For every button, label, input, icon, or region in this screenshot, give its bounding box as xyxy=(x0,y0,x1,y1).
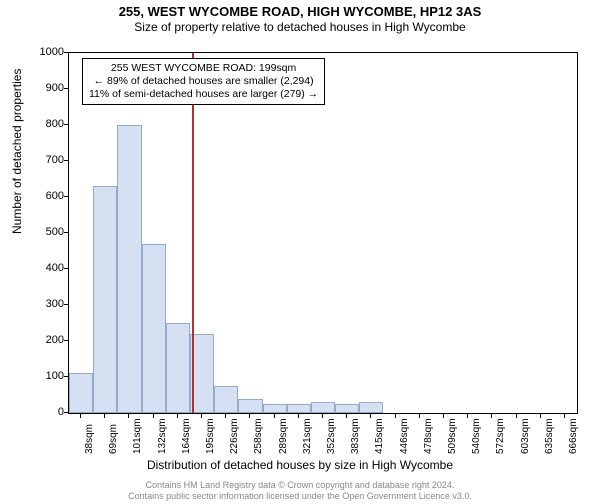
y-tick-label: 300 xyxy=(34,298,64,310)
x-tick-label: 352sqm xyxy=(326,418,337,454)
x-tick-label: 226sqm xyxy=(229,418,240,454)
y-tick-label: 200 xyxy=(34,334,64,346)
y-tick-label: 600 xyxy=(34,190,64,202)
x-tick-label: 635sqm xyxy=(544,418,555,454)
x-tick-mark xyxy=(298,414,299,418)
page-title: 255, WEST WYCOMBE ROAD, HIGH WYCOMBE, HP… xyxy=(0,4,600,19)
x-tick-label: 69sqm xyxy=(108,424,119,454)
histogram-bar xyxy=(142,244,166,413)
y-tick-label: 100 xyxy=(34,370,64,382)
x-tick-mark xyxy=(467,414,468,418)
y-axis-label: Number of detached properties xyxy=(10,69,24,234)
x-tick-label: 415sqm xyxy=(374,418,385,454)
x-tick-label: 572sqm xyxy=(495,418,506,454)
y-tick-label: 800 xyxy=(34,118,64,130)
x-tick-label: 132sqm xyxy=(157,418,168,454)
histogram-bar xyxy=(117,125,141,413)
y-tick-label: 700 xyxy=(34,154,64,166)
y-tick-mark xyxy=(64,52,68,53)
x-tick-mark xyxy=(201,414,202,418)
x-tick-label: 101sqm xyxy=(132,418,143,454)
x-tick-mark xyxy=(104,414,105,418)
annotation-box: 255 WEST WYCOMBE ROAD: 199sqm← 89% of de… xyxy=(82,58,325,105)
x-tick-label: 603sqm xyxy=(520,418,531,454)
histogram-bar xyxy=(214,386,238,413)
x-tick-mark xyxy=(274,414,275,418)
x-tick-label: 383sqm xyxy=(350,418,361,454)
x-tick-mark xyxy=(443,414,444,418)
histogram-bar xyxy=(311,402,335,413)
x-axis-label: Distribution of detached houses by size … xyxy=(0,458,600,472)
x-tick-label: 289sqm xyxy=(278,418,289,454)
y-tick-mark xyxy=(64,88,68,89)
y-tick-label: 900 xyxy=(34,82,64,94)
x-tick-label: 446sqm xyxy=(399,418,410,454)
x-tick-mark xyxy=(419,414,420,418)
x-tick-mark xyxy=(564,414,565,418)
chart-plot-area xyxy=(68,52,578,414)
x-tick-label: 509sqm xyxy=(447,418,458,454)
x-tick-mark xyxy=(491,414,492,418)
histogram-bar xyxy=(69,373,93,413)
x-tick-mark xyxy=(346,414,347,418)
histogram-bar xyxy=(287,404,311,413)
annotation-line-2: ← 89% of detached houses are smaller (2,… xyxy=(94,75,314,87)
x-tick-mark xyxy=(370,414,371,418)
histogram-bar xyxy=(166,323,190,413)
histogram-bar xyxy=(93,186,117,413)
y-tick-mark xyxy=(64,196,68,197)
x-tick-mark xyxy=(177,414,178,418)
x-tick-mark xyxy=(540,414,541,418)
x-tick-mark xyxy=(80,414,81,418)
x-tick-label: 195sqm xyxy=(205,418,216,454)
y-tick-mark xyxy=(64,376,68,377)
y-tick-label: 500 xyxy=(34,226,64,238)
y-tick-mark xyxy=(64,304,68,305)
x-tick-mark xyxy=(225,414,226,418)
y-tick-mark xyxy=(64,160,68,161)
x-tick-mark xyxy=(516,414,517,418)
annotation-line-3: 11% of semi-detached houses are larger (… xyxy=(89,88,318,100)
y-tick-mark xyxy=(64,124,68,125)
y-tick-label: 400 xyxy=(34,262,64,274)
x-tick-mark xyxy=(322,414,323,418)
x-tick-mark xyxy=(395,414,396,418)
y-tick-mark xyxy=(64,412,68,413)
x-tick-label: 666sqm xyxy=(568,418,579,454)
x-tick-label: 478sqm xyxy=(423,418,434,454)
y-tick-mark xyxy=(64,340,68,341)
y-tick-label: 1000 xyxy=(34,46,64,58)
x-tick-mark xyxy=(249,414,250,418)
x-tick-label: 321sqm xyxy=(302,418,313,454)
histogram-bar xyxy=(335,404,359,413)
x-tick-mark xyxy=(128,414,129,418)
x-tick-label: 540sqm xyxy=(471,418,482,454)
x-tick-label: 258sqm xyxy=(253,418,264,454)
x-tick-label: 164sqm xyxy=(181,418,192,454)
histogram-bar xyxy=(359,402,383,413)
histogram-bar xyxy=(238,399,262,413)
attribution-footer: Contains HM Land Registry data © Crown c… xyxy=(0,480,600,502)
y-tick-label: 0 xyxy=(34,406,64,418)
property-marker-line xyxy=(192,53,194,413)
page-subtitle: Size of property relative to detached ho… xyxy=(0,20,600,34)
x-tick-label: 38sqm xyxy=(84,424,95,454)
y-tick-mark xyxy=(64,232,68,233)
y-tick-mark xyxy=(64,268,68,269)
x-tick-mark xyxy=(153,414,154,418)
histogram-bar xyxy=(263,404,287,413)
footer-line-1: Contains HM Land Registry data © Crown c… xyxy=(146,480,455,490)
annotation-line-1: 255 WEST WYCOMBE ROAD: 199sqm xyxy=(111,62,296,74)
